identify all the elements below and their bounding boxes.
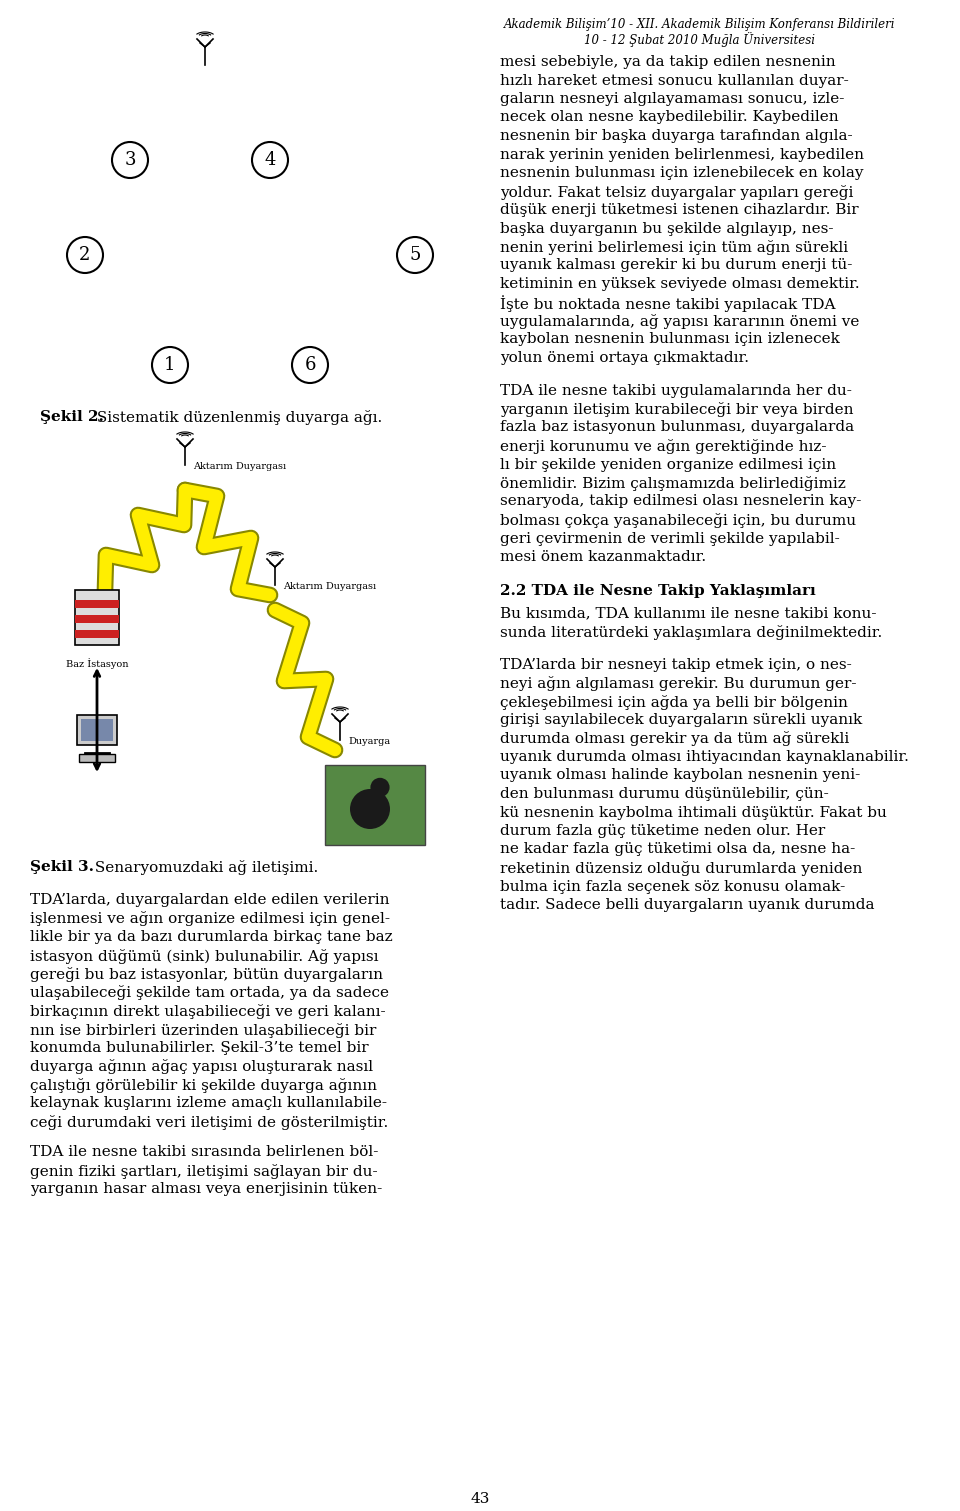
Text: TDA’larda bir nesneyi takip etmek için, o nes-: TDA’larda bir nesneyi takip etmek için, … <box>500 657 852 671</box>
Text: TDA ile nesne takibi uygulamalarında her du-: TDA ile nesne takibi uygulamalarında her… <box>500 384 852 397</box>
Text: 6: 6 <box>304 357 316 375</box>
Text: TDA’larda, duyargalardan elde edilen verilerin: TDA’larda, duyargalardan elde edilen ver… <box>30 893 390 907</box>
Text: durum fazla güç tüketime neden olur. Her: durum fazla güç tüketime neden olur. Her <box>500 823 826 839</box>
Text: enerji korunumu ve ağın gerektiğinde hız-: enerji korunumu ve ağın gerektiğinde hız… <box>500 440 827 453</box>
Text: sunda literatürdeki yaklaşımlara değinilmektedir.: sunda literatürdeki yaklaşımlara değinil… <box>500 626 882 641</box>
Text: uyanık olması halinde kaybolan nesnenin yeni-: uyanık olması halinde kaybolan nesnenin … <box>500 769 860 783</box>
Text: ulaşabileceği şekilde tam ortada, ya da sadece: ulaşabileceği şekilde tam ortada, ya da … <box>30 985 389 1000</box>
Text: Sistematik düzenlenmiş duyarga ağı.: Sistematik düzenlenmiş duyarga ağı. <box>92 409 382 425</box>
Bar <box>75 615 119 623</box>
Text: geri çevirmenin de verimli şekilde yapılabil-: geri çevirmenin de verimli şekilde yapıl… <box>500 532 840 545</box>
Text: işlenmesi ve ağın organize edilmesi için genel-: işlenmesi ve ağın organize edilmesi için… <box>30 911 390 926</box>
Text: çalıştığı görülebilir ki şekilde duyarga ağının: çalıştığı görülebilir ki şekilde duyarga… <box>30 1077 377 1092</box>
Text: yolun önemi ortaya çıkmaktadır.: yolun önemi ortaya çıkmaktadır. <box>500 351 749 366</box>
Text: gereği bu baz istasyonlar, bütün duyargaların: gereği bu baz istasyonlar, bütün duyarga… <box>30 967 383 982</box>
Text: ketiminin en yüksek seviyede olması demektir.: ketiminin en yüksek seviyede olması deme… <box>500 277 859 292</box>
Text: ne kadar fazla güç tüketimi olsa da, nesne ha-: ne kadar fazla güç tüketimi olsa da, nes… <box>500 843 855 857</box>
Text: bolması çokça yaşanabileceği için, bu durumu: bolması çokça yaşanabileceği için, bu du… <box>500 514 856 527</box>
Text: den bulunması durumu düşünülebilir, çün-: den bulunması durumu düşünülebilir, çün- <box>500 787 828 801</box>
Text: neyi ağın algılaması gerekir. Bu durumun ger-: neyi ağın algılaması gerekir. Bu durumun… <box>500 675 856 691</box>
Text: başka duyarganın bu şekilde algılayıp, nes-: başka duyarganın bu şekilde algılayıp, n… <box>500 222 833 236</box>
Text: reketinin düzensiz olduğu durumlarda yeniden: reketinin düzensiz olduğu durumlarda yen… <box>500 861 862 876</box>
Bar <box>325 765 425 845</box>
Text: Şekil 3.: Şekil 3. <box>30 860 94 873</box>
Text: mesi sebebiyle, ya da takip edilen nesnenin: mesi sebebiyle, ya da takip edilen nesne… <box>500 54 835 70</box>
Text: gaların nesneyi algılayamaması sonucu, izle-: gaların nesneyi algılayamaması sonucu, i… <box>500 92 845 106</box>
Text: 4: 4 <box>264 151 276 169</box>
Text: ceği durumdaki veri iletişimi de gösterilmiştir.: ceği durumdaki veri iletişimi de gösteri… <box>30 1115 388 1130</box>
Text: 2.2 TDA ile Nesne Takip Yaklaşımları: 2.2 TDA ile Nesne Takip Yaklaşımları <box>500 585 816 598</box>
Text: konumda bulunabilirler. Şekil-3’te temel bir: konumda bulunabilirler. Şekil-3’te temel… <box>30 1041 369 1055</box>
Text: uygulamalarında, ağ yapısı kararının önemi ve: uygulamalarında, ağ yapısı kararının öne… <box>500 314 859 329</box>
Text: mesi önem kazanmaktadır.: mesi önem kazanmaktadır. <box>500 550 707 564</box>
Ellipse shape <box>350 789 390 830</box>
Text: Duyarga: Duyarga <box>348 737 390 746</box>
Text: nenin yerini belirlemesi için tüm ağın sürekli: nenin yerini belirlemesi için tüm ağın s… <box>500 240 848 255</box>
Text: 3: 3 <box>124 151 135 169</box>
Text: kaybolan nesnenin bulunması için izlenecek: kaybolan nesnenin bulunması için izlenec… <box>500 332 840 346</box>
Text: narak yerinin yeniden belirlenmesi, kaybedilen: narak yerinin yeniden belirlenmesi, kayb… <box>500 148 864 162</box>
Text: 1: 1 <box>164 357 176 375</box>
Text: senaryoda, takip edilmesi olası nesnelerin kay-: senaryoda, takip edilmesi olası nesneler… <box>500 494 861 509</box>
Text: Senaryomuzdaki ağ iletişimi.: Senaryomuzdaki ağ iletişimi. <box>90 860 319 875</box>
Text: uyanık durumda olması ihtiyacından kaynaklanabilir.: uyanık durumda olması ihtiyacından kayna… <box>500 749 909 765</box>
Text: Aktarım Duyargası: Aktarım Duyargası <box>283 582 376 591</box>
Text: Şekil 2.: Şekil 2. <box>40 409 104 425</box>
Text: tadır. Sadece belli duyargaların uyanık durumda: tadır. Sadece belli duyargaların uyanık … <box>500 898 875 913</box>
Text: Aktarım Duyargası: Aktarım Duyargası <box>193 462 286 471</box>
Text: yarganın hasar alması veya enerjisinin tüken-: yarganın hasar alması veya enerjisinin t… <box>30 1183 382 1197</box>
Text: 10 - 12 Şubat 2010 Muğla Üniversitesi: 10 - 12 Şubat 2010 Muğla Üniversitesi <box>585 32 815 47</box>
Text: genin fiziki şartları, iletişimi sağlayan bir du-: genin fiziki şartları, iletişimi sağlaya… <box>30 1163 377 1179</box>
Text: düşük enerji tüketmesi istenen cihazlardır. Bir: düşük enerji tüketmesi istenen cihazlard… <box>500 202 858 218</box>
Text: çekleşebilmesi için ağda ya belli bir bölgenin: çekleşebilmesi için ağda ya belli bir bö… <box>500 695 848 710</box>
Text: yarganın iletişim kurabileceği bir veya birden: yarganın iletişim kurabileceği bir veya … <box>500 402 853 417</box>
Text: TDA ile nesne takibi sırasında belirlenen böl-: TDA ile nesne takibi sırasında belirlene… <box>30 1145 378 1159</box>
Text: Akademik Bilişim’10 - XII. Akademik Bilişim Konferansı Bildirileri: Akademik Bilişim’10 - XII. Akademik Bili… <box>504 18 896 32</box>
Text: nın ise birbirleri üzerinden ulaşabilieceği bir: nın ise birbirleri üzerinden ulaşabiliec… <box>30 1023 376 1038</box>
Circle shape <box>371 778 390 796</box>
Text: önemlidir. Bizim çalışmamızda belirlediğimiz: önemlidir. Bizim çalışmamızda belirlediğ… <box>500 476 846 491</box>
Text: İşte bu noktada nesne takibi yapılacak TDA: İşte bu noktada nesne takibi yapılacak T… <box>500 296 835 313</box>
Text: girişi sayılabilecek duyargaların sürekli uyanık: girişi sayılabilecek duyargaların sürekl… <box>500 713 862 727</box>
Bar <box>75 630 119 638</box>
Text: hızlı hareket etmesi sonucu kullanılan duyar-: hızlı hareket etmesi sonucu kullanılan d… <box>500 74 849 88</box>
Text: Baz İstasyon: Baz İstasyon <box>65 657 129 669</box>
Text: Bu kısımda, TDA kullanımı ile nesne takibi konu-: Bu kısımda, TDA kullanımı ile nesne taki… <box>500 606 876 621</box>
Text: fazla baz istasyonun bulunması, duyargalarda: fazla baz istasyonun bulunması, duyargal… <box>500 420 854 435</box>
Bar <box>79 754 115 762</box>
Text: necek olan nesne kaybedilebilir. Kaybedilen: necek olan nesne kaybedilebilir. Kaybedi… <box>500 110 839 124</box>
Text: nesnenin bir başka duyarga tarafından algıla-: nesnenin bir başka duyarga tarafından al… <box>500 128 852 144</box>
Text: uyanık kalması gerekir ki bu durum enerji tü-: uyanık kalması gerekir ki bu durum enerj… <box>500 258 852 272</box>
Text: 5: 5 <box>409 246 420 264</box>
Bar <box>81 719 113 740</box>
Text: nesnenin bulunması için izlenebilecek en kolay: nesnenin bulunması için izlenebilecek en… <box>500 166 863 180</box>
Bar <box>75 600 119 607</box>
Text: istasyon düğümü (sink) bulunabilir. Ağ yapısı: istasyon düğümü (sink) bulunabilir. Ağ y… <box>30 949 378 964</box>
Bar <box>77 715 117 745</box>
Bar <box>75 589 119 645</box>
Text: yoldur. Fakat telsiz duyargalar yapıları gereği: yoldur. Fakat telsiz duyargalar yapıları… <box>500 184 853 199</box>
Text: durumda olması gerekir ya da tüm ağ sürekli: durumda olması gerekir ya da tüm ağ süre… <box>500 731 850 746</box>
Text: likle bir ya da bazı durumlarda birkaç tane baz: likle bir ya da bazı durumlarda birkaç t… <box>30 929 393 944</box>
Text: bulma için fazla seçenek söz konusu olamak-: bulma için fazla seçenek söz konusu olam… <box>500 879 845 893</box>
Text: 43: 43 <box>470 1491 490 1506</box>
Text: 2: 2 <box>80 246 90 264</box>
Text: lı bir şekilde yeniden organize edilmesi için: lı bir şekilde yeniden organize edilmesi… <box>500 458 836 471</box>
Text: kelaynak kuşlarını izleme amaçlı kullanılabile-: kelaynak kuşlarını izleme amaçlı kullanı… <box>30 1097 387 1111</box>
Text: birkaçının direkt ulaşabilieceği ve geri kalanı-: birkaçının direkt ulaşabilieceği ve geri… <box>30 1003 386 1018</box>
Text: duyarga ağının ağaç yapısı oluşturarak nasıl: duyarga ağının ağaç yapısı oluşturarak n… <box>30 1059 373 1074</box>
Text: kü nesnenin kaybolma ihtimali düşüktür. Fakat bu: kü nesnenin kaybolma ihtimali düşüktür. … <box>500 805 887 819</box>
